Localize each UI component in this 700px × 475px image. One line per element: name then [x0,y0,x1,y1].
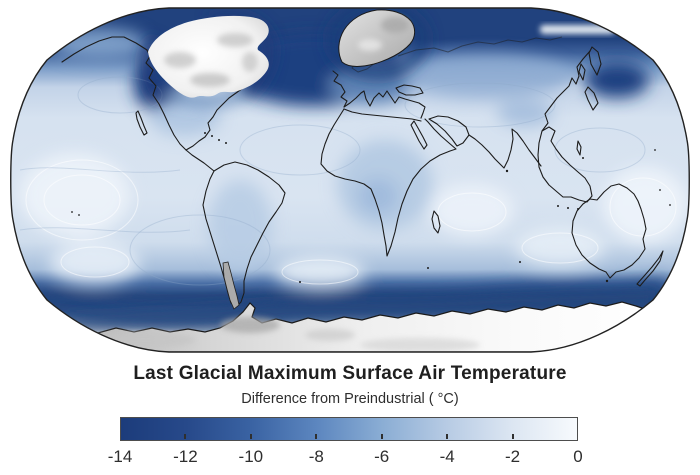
coast-europe-atlantic [332,70,348,108]
coast-madagascar [431,210,441,234]
colorbar-tick [315,434,318,439]
ocean-contours-light [25,159,677,285]
antarctica-ice-sheet [59,301,673,352]
figure-subtitle: Difference from Preindustrial ( °C) [241,391,459,407]
coast-india [468,128,542,169]
coast-kamchatka [588,46,602,76]
colorbar-label: 0 [573,447,583,466]
coast-sakhalin [578,63,586,81]
world-map-svg [10,7,690,353]
coast-new-zealand [636,250,664,287]
coast-north-america-east [185,83,249,151]
coast-siberia-arctic [397,36,563,57]
coast-east-asia [541,50,591,132]
ice-margin-halos [69,8,656,331]
small-islands [71,132,671,283]
colorbar-tick [511,434,514,439]
coast-arabia [428,115,470,147]
laurentide-ice-sheet [148,15,269,98]
coast-baja [135,110,148,136]
coast-mediterranean-south [343,108,422,122]
coast-africa [320,108,457,257]
colorbar-tick [380,434,383,439]
colorbar-label: -2 [505,447,521,466]
laurentide-shading [164,33,258,87]
colorbar-tick [446,434,449,439]
world-map [10,7,690,353]
coast-japan [584,86,599,111]
colorbar-labels: -14 -12 -10 -8 -6 -4 -2 0 [108,447,583,467]
coast-mediterranean-north [343,90,426,119]
coast-south-america [202,161,286,308]
coast-philippines [576,140,582,156]
colorbar-label: -8 [308,447,324,466]
antarctica-shading [85,317,480,352]
colorbar-label: -14 [107,447,133,466]
colorbar-tick [249,434,252,439]
coastlines [61,36,664,308]
coast-sahul [571,183,647,279]
colorbar-label: -10 [238,447,264,466]
greenland-ice-sheet [338,9,416,67]
greenland-shading [358,17,409,51]
coast-black-sea [395,84,424,96]
patagonia-ice-strip [222,261,240,310]
coast-red-sea [410,120,428,150]
colorbar-label: -4 [439,447,455,466]
globe-outline [10,7,690,353]
colorbar-gradient [120,417,578,441]
coast-north-america-west [145,49,215,172]
colorbar-tick [184,434,187,439]
arctic-sea-ice-streak [540,25,615,34]
coast-beringia [61,36,148,63]
colorbar-label: -12 [173,447,198,466]
figure-title: Last Glacial Maximum Surface Air Tempera… [133,363,567,384]
colorbar [120,417,578,441]
colorbar-label: -6 [374,447,390,466]
